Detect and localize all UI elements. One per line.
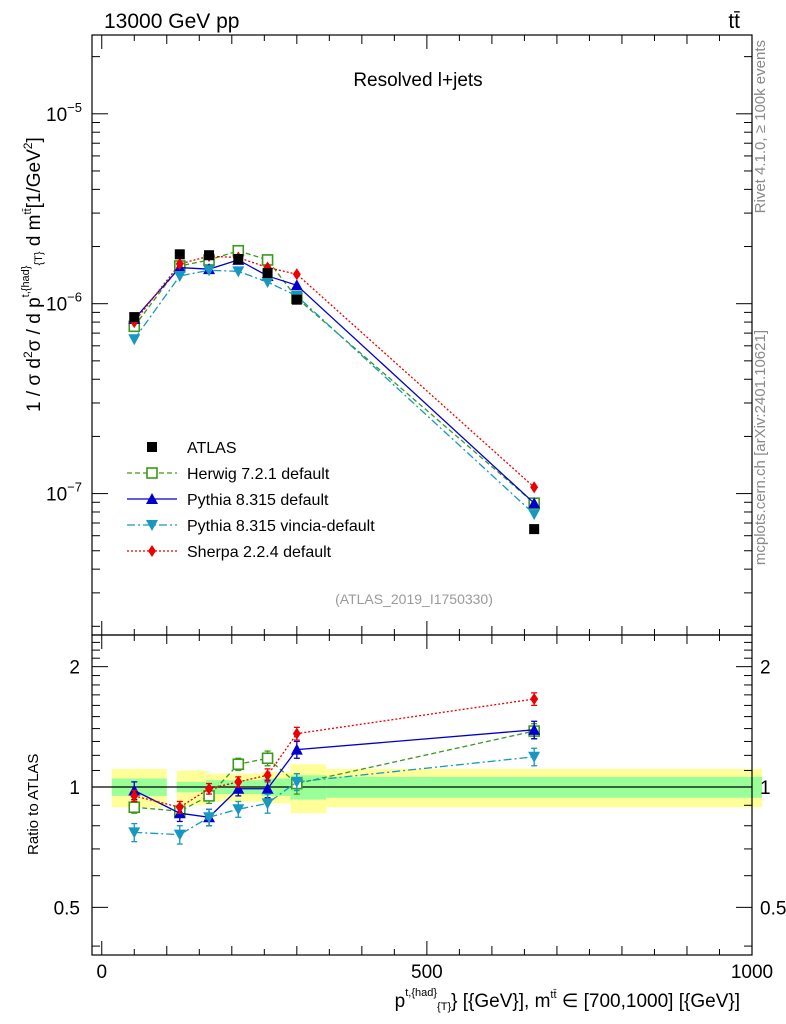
data-point <box>146 467 158 479</box>
data-point <box>261 782 274 794</box>
data-point <box>290 743 303 755</box>
data-point <box>232 782 245 794</box>
legend-label: Herwig 7.2.1 default <box>187 466 330 483</box>
ratio-tick-label-left: 2 <box>69 658 80 679</box>
y-tick-label: 10−6 <box>46 290 82 316</box>
data-point <box>129 312 140 323</box>
legend-label: Pythia 8.315 default <box>187 492 329 509</box>
data-point <box>173 270 186 282</box>
plot-title: Resolved l+jets <box>353 70 482 91</box>
series-atlas-data <box>129 249 540 535</box>
legend-entry: Sherpa 2.2.4 default <box>127 544 332 561</box>
data-point <box>290 776 303 788</box>
legend-entry: Pythia 8.315 vincia-default <box>127 518 375 535</box>
x-axis-label: pt,{had}{T}} [{GeV}], mtt̄ ∈ [700,1000] … <box>395 987 740 1013</box>
data-point <box>530 481 539 494</box>
ratio-panel-frame <box>91 634 753 956</box>
uncertainty-bands <box>92 764 762 814</box>
analysis-id-label: (ATLAS_2019_I1750330) <box>335 591 493 607</box>
data-point <box>128 827 141 839</box>
data-point <box>529 524 540 535</box>
data-point <box>128 334 141 346</box>
ratio-tick-label-left: 1 <box>69 778 80 799</box>
ratio-tick-label-right: 2 <box>760 658 771 679</box>
data-point <box>130 789 139 802</box>
data-point <box>232 758 245 771</box>
data-point <box>204 250 215 261</box>
x-tick-label: 0 <box>96 962 107 983</box>
data-point <box>232 266 245 278</box>
legend-entry: Pythia 8.315 default <box>127 492 329 509</box>
ratio-tick-label-right: 1 <box>760 778 771 799</box>
data-point <box>261 798 274 810</box>
data-point <box>173 829 186 841</box>
data-point <box>261 752 274 765</box>
y-tick-label: 10−7 <box>46 480 82 506</box>
legend-label: ATLAS <box>187 440 237 457</box>
data-point <box>146 520 158 531</box>
data-point <box>175 801 184 814</box>
process-label: tt̄ <box>728 10 740 33</box>
data-point <box>263 769 272 782</box>
data-point <box>530 693 539 706</box>
data-point <box>148 545 156 557</box>
data-point <box>175 257 184 270</box>
series-pythia-8-315-vincia-default <box>128 265 541 845</box>
data-point <box>528 497 541 509</box>
series-pythia-8-315-default <box>128 253 541 827</box>
data-point <box>233 253 244 264</box>
data-point <box>261 277 274 289</box>
data-point <box>292 268 301 281</box>
data-point <box>262 268 273 279</box>
data-point <box>205 782 214 795</box>
source-label: mcplots.cern.ch [arXiv:2401.10621] <box>752 330 769 565</box>
data-point <box>234 775 243 788</box>
data-point <box>146 493 158 504</box>
data-point <box>528 509 541 521</box>
y-tick-label: 10−5 <box>46 100 82 126</box>
x-tick-label: 1000 <box>731 962 773 983</box>
energy-label: 13000 GeV pp <box>104 10 239 33</box>
ratio-tick-label-right: 0.5 <box>760 898 786 919</box>
axes-ticks: 10−7 10−6 10−5 0.5 0.5 1 1 2 2 0 500 1000 <box>46 35 786 983</box>
legend-entry: ATLAS <box>147 440 237 457</box>
data-point <box>528 751 541 763</box>
data-point <box>203 265 216 277</box>
data-point <box>232 804 245 816</box>
legend-label: Pythia 8.315 vincia-default <box>187 518 375 535</box>
data-point <box>292 727 301 740</box>
data-point <box>290 279 303 291</box>
series-layer <box>128 244 541 845</box>
legend-label: Sherpa 2.2.4 default <box>187 544 332 561</box>
data-point <box>291 294 302 305</box>
data-point <box>147 442 157 452</box>
rivet-version-label: Rivet 4.1.0, ≥ 100k events <box>752 40 769 213</box>
ratio-y-axis-label: Ratio to ATLAS <box>25 754 42 855</box>
main-y-axis-label: 1 / σ d2σ / d pt,{had}{T} d mtt̄[1/GeV2] <box>20 137 45 412</box>
data-point <box>528 723 541 735</box>
legend: ATLAS Herwig 7.2.1 default Pythia 8.315 de… <box>127 440 375 561</box>
x-tick-label: 500 <box>411 962 443 983</box>
data-point <box>174 249 185 260</box>
data-point <box>203 812 216 824</box>
legend-entry: Herwig 7.2.1 default <box>127 466 330 483</box>
data-point <box>128 801 141 814</box>
ratio-tick-label-left: 0.5 <box>54 898 80 919</box>
